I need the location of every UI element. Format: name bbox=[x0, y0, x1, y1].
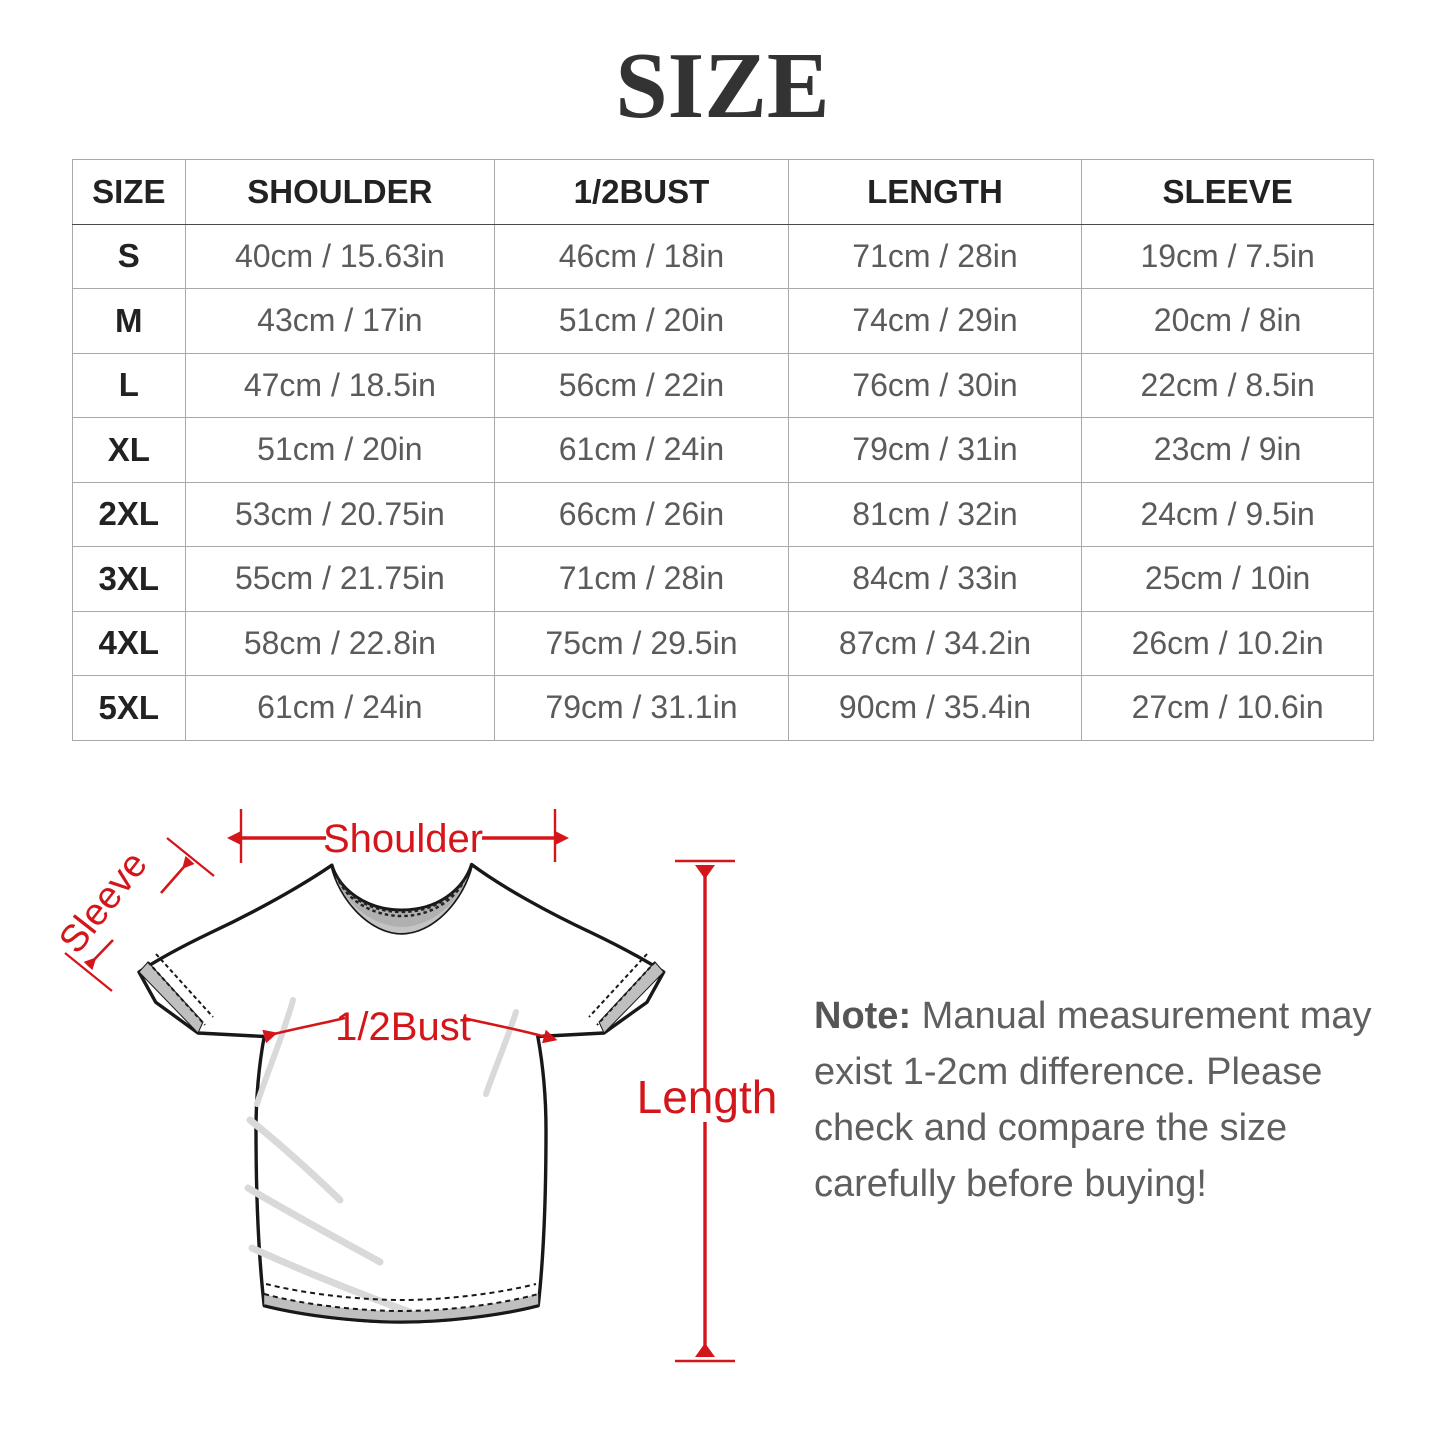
svg-text:1/2Bust: 1/2Bust bbox=[335, 1005, 471, 1049]
svg-text:Length: Length bbox=[637, 1071, 778, 1123]
svg-text:Shoulder: Shoulder bbox=[323, 817, 483, 861]
